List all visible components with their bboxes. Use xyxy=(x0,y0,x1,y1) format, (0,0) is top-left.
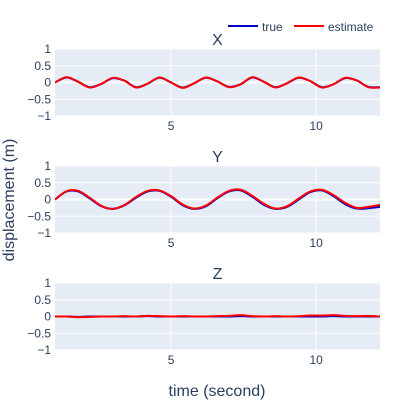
y-tick-label: −0.5 xyxy=(27,209,51,223)
y-tick-label: 1 xyxy=(44,276,51,290)
x-tick-label: 10 xyxy=(309,353,323,367)
legend-label-true: true xyxy=(262,20,283,34)
x-tick-label: 5 xyxy=(168,353,175,367)
y-tick-label: 1 xyxy=(44,42,51,56)
x-tick-label: 5 xyxy=(168,236,175,250)
y-tick-label: 0 xyxy=(44,76,51,90)
y-tick-label: −0.5 xyxy=(27,326,51,340)
series-line-estimate xyxy=(55,188,380,210)
legend-label-estimate: estimate xyxy=(328,20,374,34)
subplots: 1 0.5 0 −0.5 −1 5 10 X 1 0.5 0 −0.5 −1 5 10 Y 1 0.5 0 −0.5 −… xyxy=(27,32,380,367)
subplot-z: 1 0.5 0 −0.5 −1 5 10 Z xyxy=(27,266,380,367)
x-axis-label: time (second) xyxy=(169,383,266,400)
y-tick-label: −1 xyxy=(37,226,51,240)
series-line-estimate xyxy=(55,76,380,89)
x-tick-label: 5 xyxy=(168,119,175,133)
y-tick-label: −1 xyxy=(37,109,51,123)
subplot-y: 1 0.5 0 −0.5 −1 5 10 Y xyxy=(27,149,380,250)
y-tick-label: 0 xyxy=(44,310,51,324)
legend[interactable]: true estimate xyxy=(228,20,374,34)
y-tick-label: 0.5 xyxy=(34,293,51,307)
y-tick-label: 0.5 xyxy=(34,59,51,73)
series-line-estimate xyxy=(55,314,380,319)
y-tick-label: 1 xyxy=(44,159,51,173)
x-tick-label: 10 xyxy=(309,119,323,133)
y-tick-label: 0 xyxy=(44,193,51,207)
y-tick-label: −1 xyxy=(37,343,51,357)
y-axis-label: displacement (m) xyxy=(1,139,18,262)
subplot-title: Y xyxy=(212,149,223,166)
subplot-x: 1 0.5 0 −0.5 −1 5 10 X xyxy=(27,32,380,133)
y-tick-label: −0.5 xyxy=(27,92,51,106)
subplot-title: X xyxy=(212,32,223,49)
x-tick-label: 10 xyxy=(309,236,323,250)
subplot-title: Z xyxy=(213,266,223,283)
y-tick-label: 0.5 xyxy=(34,176,51,190)
